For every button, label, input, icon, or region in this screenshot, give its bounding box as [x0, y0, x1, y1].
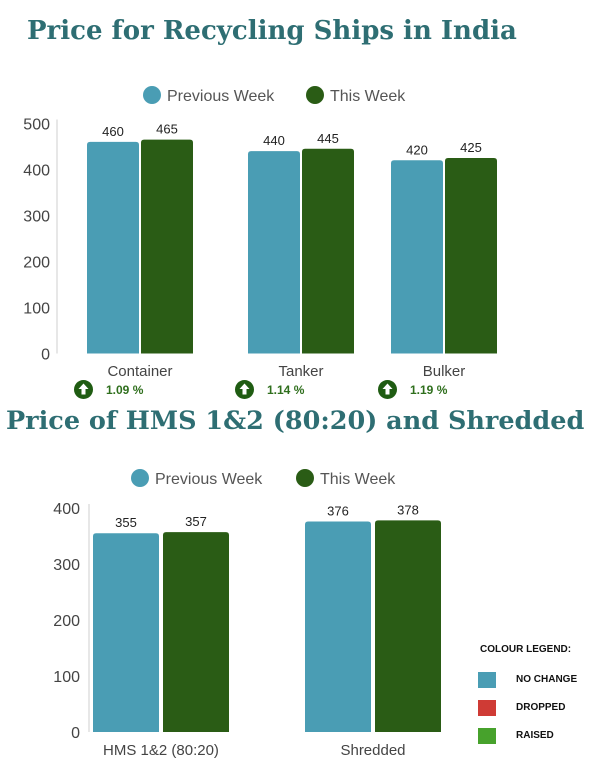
up-arrow-icon [74, 380, 93, 399]
chart-title: Price for Recycling Ships in India [27, 16, 517, 46]
data-label: 460 [102, 124, 124, 139]
data-label: 440 [263, 133, 285, 148]
bar [305, 521, 371, 732]
x-category-label: Bulker [423, 363, 466, 380]
up-arrow-icon [378, 380, 397, 399]
legend-item: Previous Week [131, 469, 263, 488]
bar [163, 532, 229, 732]
colour-legend-label: NO CHANGE [516, 674, 578, 685]
legend-swatch [131, 469, 149, 487]
y-tick-label: 400 [53, 501, 80, 518]
colour-legend-label: RAISED [516, 730, 554, 741]
y-tick-label: 300 [23, 209, 50, 226]
legend-item: Previous Week [143, 86, 275, 105]
hms-price-chart: 0 100 200 300 400 Previous Week This Week 355 35… [53, 469, 441, 759]
y-tick-label: 0 [71, 725, 80, 742]
y-tick-label: 200 [53, 613, 80, 630]
y-tick-label: 100 [53, 669, 80, 686]
legend-label: This Week [330, 88, 406, 105]
x-category-label: Shredded [340, 742, 405, 759]
data-label: 420 [406, 142, 428, 157]
bar [302, 148, 354, 354]
bar [93, 533, 159, 732]
x-category-label: Tanker [278, 363, 323, 380]
y-tick-label: 200 [23, 255, 50, 272]
up-arrow-icon [235, 380, 254, 399]
bar [445, 158, 497, 354]
bar [391, 160, 443, 354]
chart-title: Price of HMS 1&2 (80:20) and Shredded [6, 406, 585, 436]
legend-swatch [296, 469, 314, 487]
legend-item: This Week [306, 86, 406, 105]
y-tick-label: 300 [53, 557, 80, 574]
data-label: 465 [156, 122, 178, 137]
bar [248, 151, 300, 354]
recycling-price-chart: 0 100 200 300 400 500 Previous Week This Week 46… [23, 86, 497, 380]
y-tick-label: 100 [23, 301, 50, 318]
bar [375, 520, 441, 732]
colour-legend-title: COLOUR LEGEND: [480, 644, 572, 655]
data-label: 378 [397, 502, 419, 517]
y-tick-label: 500 [23, 117, 50, 134]
colour-legend-swatch [478, 672, 496, 688]
legend-swatch [143, 86, 161, 104]
colour-legend-label: DROPPED [516, 702, 566, 713]
x-category-label: HMS 1&2 (80:20) [103, 742, 219, 759]
data-label: 357 [185, 514, 207, 529]
legend-label: Previous Week [155, 471, 263, 488]
legend-label: This Week [320, 471, 396, 488]
percent-change-label: 1.09 % [106, 383, 144, 397]
colour-legend-swatch [478, 700, 496, 716]
legend-swatch [306, 86, 324, 104]
legend-item: This Week [296, 469, 396, 488]
percent-change-label: 1.19 % [410, 383, 448, 397]
bar [141, 139, 193, 354]
legend-label: Previous Week [167, 88, 275, 105]
data-label: 425 [460, 140, 482, 155]
y-tick-label: 0 [41, 347, 50, 364]
x-category-label: Container [107, 363, 172, 380]
data-label: 445 [317, 131, 339, 146]
data-label: 376 [327, 503, 349, 518]
percent-change-label: 1.14 % [267, 383, 305, 397]
data-label: 355 [115, 515, 137, 530]
colour-legend-swatch [478, 728, 496, 744]
bar [87, 141, 139, 354]
y-tick-label: 400 [23, 163, 50, 180]
